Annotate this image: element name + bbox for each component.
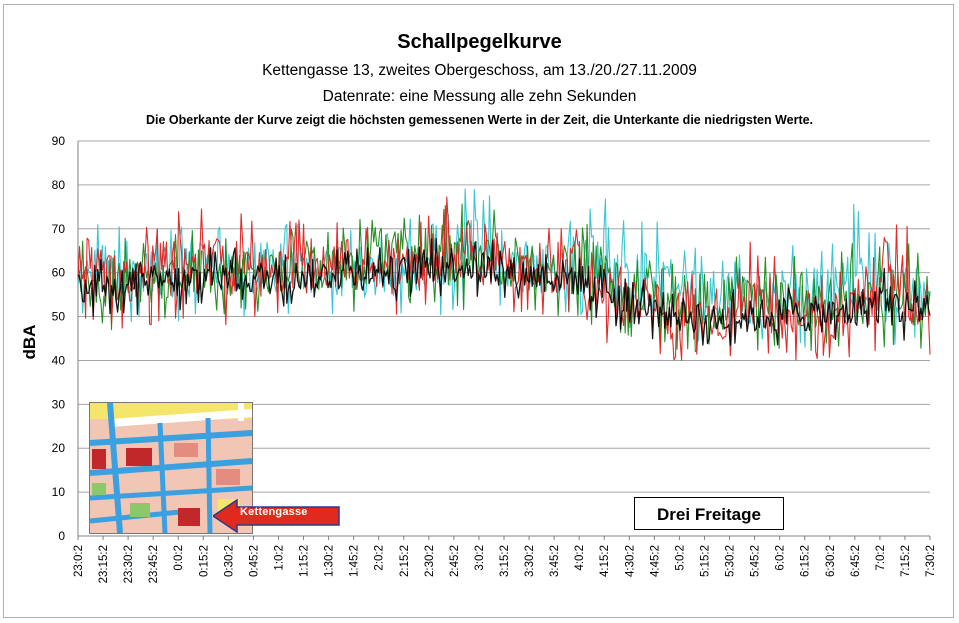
x-tick-label: 2:45:2: [449, 545, 461, 577]
x-tick-label: 6:15:2: [800, 545, 812, 577]
x-tick-label: 23:45:2: [148, 545, 160, 583]
x-tick-label: 3:30:2: [524, 545, 536, 577]
x-tick-label: 3:45:2: [549, 545, 561, 577]
y-tick-label: 60: [52, 266, 66, 280]
arrow-label: Kettengasse: [240, 506, 308, 518]
x-tick-label: 5:15:2: [699, 545, 711, 577]
y-tick-label: 50: [52, 310, 66, 324]
y-tick-label: 70: [52, 222, 66, 236]
x-tick-label: 23:15:2: [98, 545, 110, 583]
x-tick-label: 5:30:2: [725, 545, 737, 577]
x-tick-label: 1:45:2: [349, 545, 361, 577]
x-tick-label: 5:0:2: [674, 545, 686, 571]
y-tick-label: 40: [52, 353, 66, 367]
x-tick-label: 6:0:2: [775, 545, 787, 571]
y-tick-label: 0: [58, 529, 65, 543]
x-tick-label: 3:0:2: [474, 545, 486, 571]
x-tick-label: 1:30:2: [324, 545, 336, 577]
chart-subtitle-3: Die Oberkante der Kurve zeigt die höchst…: [145, 113, 814, 127]
x-tick-label: 4:30:2: [624, 545, 636, 577]
y-tick-label: 80: [52, 178, 66, 192]
x-tick-label: 4:45:2: [649, 545, 661, 577]
x-tick-label: 23:30:2: [123, 545, 135, 583]
x-tick-label: 4:0:2: [574, 545, 586, 571]
x-tick-label: 23:0:2: [73, 545, 85, 577]
chart-subtitle-1: Kettengasse 13, zweites Obergeschoss, am…: [262, 62, 697, 79]
y-tick-label: 20: [52, 441, 66, 455]
x-tick-label: 2:15:2: [399, 545, 411, 577]
x-tick-label: 3:15:2: [499, 545, 511, 577]
x-tick-label: 4:15:2: [599, 545, 611, 577]
x-tick-label: 1:0:2: [273, 545, 285, 571]
chart-title: Schallpegelkurve: [397, 31, 562, 53]
x-tick-label: 7:30:2: [925, 545, 937, 577]
x-tick-label: 1:15:2: [299, 545, 311, 577]
series-line: [77, 196, 931, 361]
y-tick-label: 90: [52, 134, 66, 148]
street-map-graphic: [90, 403, 252, 533]
x-tick-label: 0:0:2: [173, 545, 185, 571]
x-tick-label: 0:30:2: [223, 545, 235, 577]
annotation-box: Drei Freitage: [634, 497, 784, 530]
x-tick-label: 5:45:2: [750, 545, 762, 577]
x-tick-label: 7:0:2: [875, 545, 887, 571]
x-tick-label: 0:15:2: [198, 545, 210, 577]
chart-subtitle-2: Datenrate: eine Messung alle zehn Sekund…: [322, 88, 637, 105]
series-line: [77, 238, 931, 346]
x-tick-label: 2:0:2: [374, 545, 386, 571]
y-tick-label: 30: [52, 397, 66, 411]
x-tick-label: 6:30:2: [825, 545, 837, 577]
x-tick-label: 2:30:2: [424, 545, 436, 577]
x-tick-label: 0:45:2: [248, 545, 260, 577]
y-tick-label: 10: [52, 485, 66, 499]
x-tick-label: 7:15:2: [900, 545, 912, 577]
x-tick-label: 6:45:2: [850, 545, 862, 577]
red-arrow-icon: [213, 499, 340, 533]
